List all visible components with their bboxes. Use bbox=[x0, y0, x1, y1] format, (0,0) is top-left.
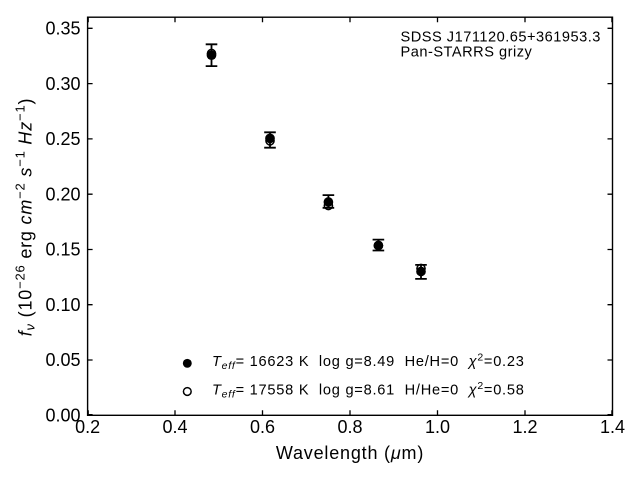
svg-text:0.2: 0.2 bbox=[75, 417, 100, 437]
svg-text:0.05: 0.05 bbox=[45, 350, 80, 370]
svg-text:SDSS J171120.65+361953.3: SDSS J171120.65+361953.3 bbox=[401, 30, 601, 46]
svg-text:0.10: 0.10 bbox=[45, 295, 80, 315]
svg-text:0.35: 0.35 bbox=[45, 19, 80, 39]
svg-text:1.2: 1.2 bbox=[512, 417, 537, 437]
svg-text:1.4: 1.4 bbox=[600, 417, 625, 437]
svg-text:0.4: 0.4 bbox=[162, 417, 187, 437]
svg-text:0.25: 0.25 bbox=[45, 129, 80, 149]
svg-text:1.0: 1.0 bbox=[425, 417, 450, 437]
svg-text:Teff= 16623 K log g=8.49 He/: Teff= 16623 K log g=8.49 He/H=0 χ2=0.23 bbox=[212, 352, 525, 373]
svg-text:0.6: 0.6 bbox=[250, 417, 275, 437]
svg-text:Teff= 17558 K log g=8.61 H/H: Teff= 17558 K log g=8.61 H/He=0 χ2=0.58 bbox=[212, 380, 525, 401]
svg-text:Pan-STARRS grizy: Pan-STARRS grizy bbox=[401, 44, 533, 60]
svg-text:0.20: 0.20 bbox=[45, 184, 80, 204]
svg-text:fν (10−26 erg cm−2 s−1 Hz−1): fν (10−26 erg cm−2 s−1 Hz−1) bbox=[13, 98, 38, 337]
svg-text:Wavelength (μm): Wavelength (μm) bbox=[276, 443, 424, 463]
svg-text:0.8: 0.8 bbox=[337, 417, 362, 437]
svg-text:0.15: 0.15 bbox=[45, 240, 80, 260]
svg-text:0.00: 0.00 bbox=[45, 406, 80, 426]
svg-text:0.30: 0.30 bbox=[45, 74, 80, 94]
